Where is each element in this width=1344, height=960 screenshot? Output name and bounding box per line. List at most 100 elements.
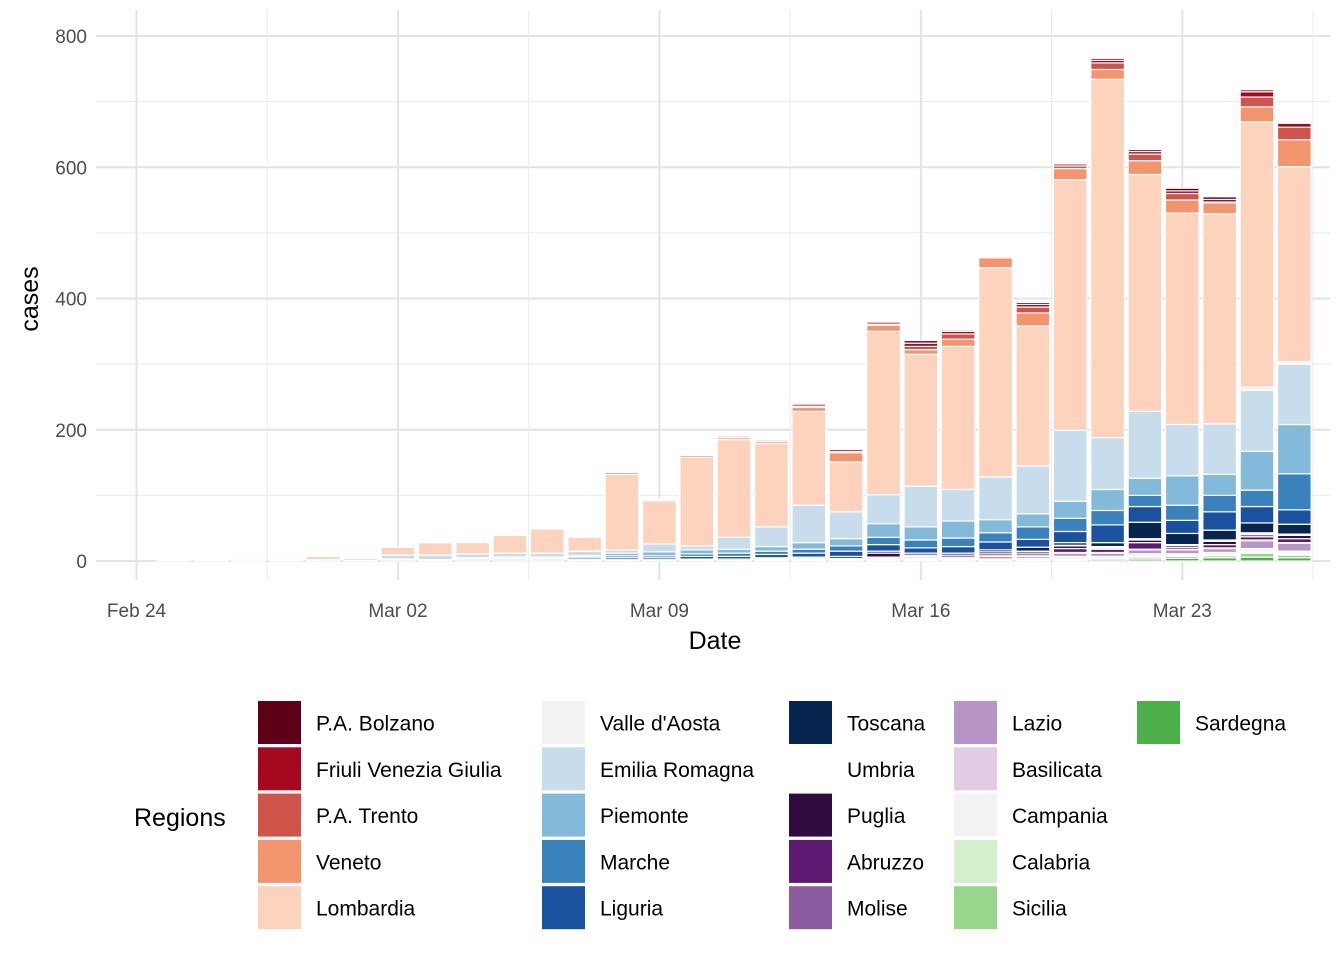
bar-segment — [978, 532, 1013, 543]
bar-segment — [417, 542, 453, 556]
bar-segment — [1015, 513, 1051, 528]
legend-swatch — [542, 701, 585, 744]
bar-segment — [828, 461, 864, 513]
y-tick-label: 800 — [55, 27, 87, 48]
bar-segment — [754, 442, 789, 528]
legend-label: Basilicata — [1012, 759, 1102, 782]
legend-label: Lazio — [1012, 713, 1062, 736]
y-tick-label: 600 — [55, 158, 87, 179]
legend-label: Calabria — [1012, 851, 1091, 874]
bar-segment — [978, 519, 1013, 534]
legend-label: Sicilia — [1012, 898, 1067, 921]
x-axis-title: Date — [689, 627, 742, 655]
bar-segment — [754, 526, 789, 548]
bar-segment — [940, 537, 976, 548]
legend-item: Marche — [542, 839, 670, 883]
legend-label: Liguria — [600, 898, 663, 921]
bar-segment — [978, 267, 1013, 478]
bar-segment — [1052, 163, 1088, 167]
bar-segment — [1052, 167, 1088, 181]
bar-segment — [604, 471, 640, 474]
bar-segment — [1127, 153, 1163, 162]
legend-label: Piemonte — [600, 805, 689, 828]
bar-segment — [791, 410, 827, 506]
bar-segment — [343, 557, 379, 561]
bar-segment — [1090, 437, 1126, 491]
bar-segment — [828, 452, 864, 463]
legend-item: Emilia Romagna — [542, 747, 754, 791]
bars — [156, 57, 1312, 562]
y-tick-label: 200 — [55, 421, 87, 442]
bar-segment — [679, 453, 715, 456]
bar-segment — [1052, 517, 1088, 533]
bar-segment — [828, 550, 864, 558]
bar-segment — [567, 550, 603, 557]
bar-segment — [866, 522, 901, 538]
legend-item: Basilicata — [954, 747, 1102, 791]
bar-segment — [940, 545, 976, 554]
bar-segment — [940, 333, 976, 340]
legend-item: Friuli Venezia Giulia — [258, 747, 502, 791]
legend-swatch — [789, 886, 832, 930]
legend-label: Marche — [600, 851, 670, 874]
bar-segment — [641, 500, 677, 545]
bar-segment — [940, 329, 976, 332]
bar-segment — [1127, 173, 1163, 412]
legend-item: Abruzzo — [789, 839, 924, 883]
bar-segment — [1052, 429, 1088, 502]
bar-segment — [1276, 523, 1312, 535]
bar-segment — [380, 546, 416, 556]
x-tick-label: Mar 23 — [1153, 601, 1212, 622]
legend-swatch — [954, 839, 997, 883]
legend-item: P.A. Trento — [258, 793, 418, 837]
bar-segment — [1015, 526, 1051, 540]
legend-label: Friuli Venezia Giulia — [316, 759, 502, 782]
x-tick-label: Feb 24 — [107, 601, 167, 622]
bar-segment — [1239, 96, 1275, 108]
bar-segment — [866, 330, 901, 496]
bar-segment — [417, 554, 453, 561]
legend-label: Veneto — [316, 851, 381, 874]
legend-label: Umbria — [847, 759, 915, 782]
legend-label: Toscana — [847, 713, 926, 736]
bar-segment — [716, 435, 752, 438]
bar-segment — [903, 485, 939, 528]
y-axis-title: cases — [16, 266, 44, 331]
legend-swatch — [542, 793, 585, 837]
bar-segment — [1164, 423, 1200, 477]
legend-swatch — [789, 701, 832, 744]
bar-segment — [903, 353, 939, 487]
bar-segment — [529, 526, 565, 529]
bar-segment — [1239, 91, 1275, 98]
legend-item: Veneto — [258, 839, 381, 883]
legend-item: Puglia — [789, 793, 906, 837]
bar-segment — [1127, 521, 1163, 540]
bar-segment — [1127, 160, 1163, 176]
legend-items: P.A. Bolzano Friuli Venezia Giulia P.A. Tr… — [258, 701, 1286, 930]
bar-segment — [716, 438, 752, 538]
legend-swatch — [954, 886, 997, 930]
bar-segment — [1239, 389, 1275, 453]
legend-item: Lombardia — [258, 886, 416, 930]
legend-swatch — [789, 793, 832, 837]
bar-segment — [1164, 212, 1200, 426]
y-axis: 0 200 400 600 800 — [55, 27, 87, 573]
legend-label: Puglia — [847, 805, 906, 828]
bar-segment — [791, 504, 827, 544]
bar-segment — [1164, 192, 1200, 201]
bar-segment — [1239, 540, 1275, 550]
bar-segment — [1052, 179, 1088, 432]
bar-segment — [828, 448, 864, 453]
bar-segment — [1276, 509, 1312, 525]
x-tick-label: Mar 16 — [891, 601, 950, 622]
legend-label: P.A. Bolzano — [316, 713, 435, 736]
bar-segment — [1239, 489, 1275, 508]
bar-segment — [866, 324, 901, 332]
bar-segment — [791, 403, 827, 407]
bar-segment — [1127, 477, 1163, 496]
bar-segment — [417, 541, 453, 544]
bar-segment — [1202, 196, 1238, 201]
bar-segment — [1276, 423, 1312, 475]
bar-segment — [978, 476, 1013, 521]
